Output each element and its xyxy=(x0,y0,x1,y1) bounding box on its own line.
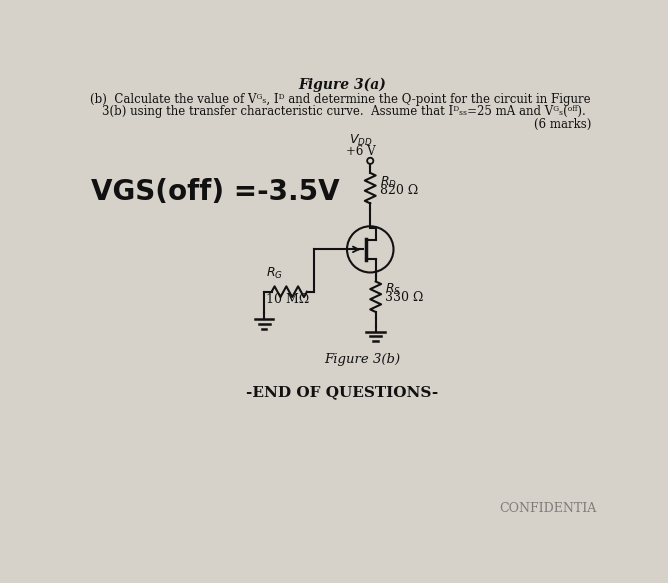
Text: VGS(off) =-3.5V: VGS(off) =-3.5V xyxy=(92,178,340,206)
Text: Figure 3(a): Figure 3(a) xyxy=(299,78,386,92)
Text: +6 V: +6 V xyxy=(346,145,376,158)
Text: (b)  Calculate the value of Vᴳₛ, Iᴰ and determine the Q-point for the circuit in: (b) Calculate the value of Vᴳₛ, Iᴰ and d… xyxy=(90,93,591,106)
Text: -END OF QUESTIONS-: -END OF QUESTIONS- xyxy=(246,385,438,399)
Text: 10 MΩ: 10 MΩ xyxy=(266,293,309,306)
Text: 820 Ω: 820 Ω xyxy=(379,184,418,197)
Text: CONFIDENTIA: CONFIDENTIA xyxy=(499,502,597,515)
Text: $R_S$: $R_S$ xyxy=(385,282,401,297)
Text: Figure 3(b): Figure 3(b) xyxy=(325,353,401,366)
Text: $V_{DD}$: $V_{DD}$ xyxy=(349,134,373,149)
Text: $R_G$: $R_G$ xyxy=(266,266,283,281)
Text: $R_D$: $R_D$ xyxy=(379,175,397,190)
Text: 3(b) using the transfer characteristic curve.  Assume that Iᴰₛₛ=25 mA and Vᴳₛ(ᵒᶠ: 3(b) using the transfer characteristic c… xyxy=(102,106,586,118)
Text: (6 marks): (6 marks) xyxy=(534,118,591,131)
Text: 330 Ω: 330 Ω xyxy=(385,291,424,304)
